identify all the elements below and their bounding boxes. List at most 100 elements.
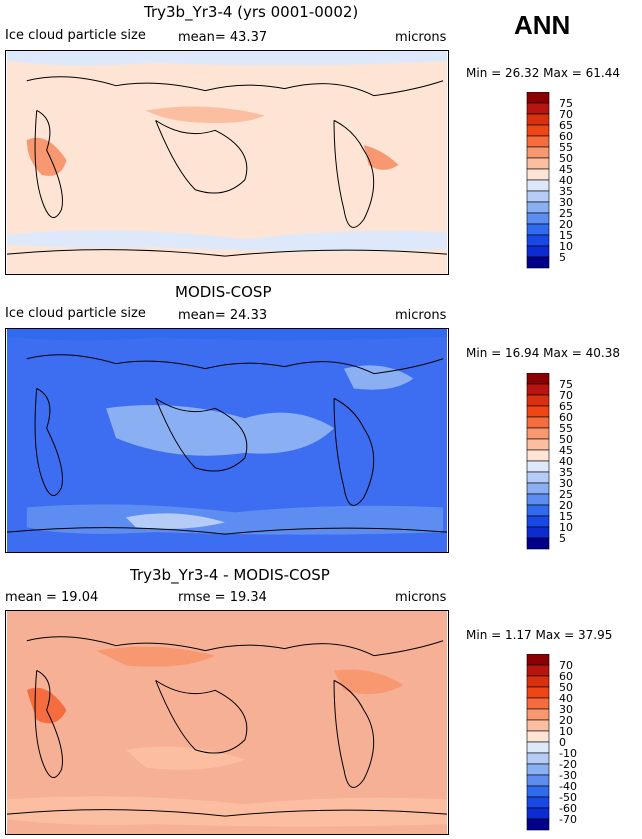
colorbar-swatch (526, 774, 550, 787)
low-value-region (6, 329, 448, 341)
units-label: microns (395, 30, 447, 45)
colorbar-label: 15 (559, 510, 573, 523)
colorbar-label: 60 (559, 411, 573, 424)
colorbar-swatch (526, 201, 550, 214)
colorbar-label: 50 (559, 433, 573, 446)
low-value-region (6, 230, 448, 252)
colorbar-label: 65 (559, 119, 573, 132)
colorbar-swatch (526, 504, 550, 517)
colorbar-label: 10 (559, 725, 573, 738)
mid-value-region (26, 504, 444, 535)
colorbar-swatch (526, 449, 550, 462)
mean-label: mean= 43.37 (178, 30, 268, 45)
colorbar-label: -10 (559, 747, 577, 760)
variable-label: Ice cloud particle size (5, 28, 146, 43)
colorbar-swatch (526, 135, 550, 148)
mean-label: mean = 19.04 (5, 590, 99, 605)
colorbar-swatch (526, 212, 550, 225)
colorbar-label: 10 (559, 240, 573, 253)
colorbar-swatch (526, 515, 550, 528)
coastline (6, 76, 448, 257)
colorbar: 75 70 65 60 55 50 45 40 35 30 25 20 15 1… (526, 373, 573, 550)
colorbar-swatch (526, 796, 550, 809)
colorbar-label: 55 (559, 141, 573, 154)
colorbar-label: 20 (559, 218, 573, 231)
season-label: ANN (514, 10, 571, 40)
coastline (6, 636, 448, 817)
high-value-region (363, 145, 399, 170)
colorbar-label: -30 (559, 769, 577, 782)
colorbar-label: -60 (559, 802, 577, 815)
colorbar-swatch (526, 179, 550, 192)
colorbar-label: 25 (559, 207, 573, 220)
mid-value-region (106, 404, 335, 456)
colorbar-swatch (526, 654, 550, 666)
colorbar-swatch (526, 383, 550, 396)
colorbar-label: 70 (559, 659, 573, 672)
colorbar-swatch (526, 730, 550, 743)
colorbar-label: 10 (559, 521, 573, 534)
colorbar-label: -70 (559, 813, 577, 826)
units-label: microns (395, 308, 447, 323)
colorbar-swatch (526, 708, 550, 721)
colorbar-label: 35 (559, 185, 573, 198)
colorbar-label: 0 (559, 736, 566, 749)
colorbar-swatch (526, 245, 550, 258)
colorbar-label: -20 (559, 758, 577, 771)
colorbar-swatch (526, 102, 550, 115)
colorbar-label: 65 (559, 400, 573, 413)
colorbar-swatch (526, 190, 550, 203)
colorbar-label: 35 (559, 466, 573, 479)
colorbar-label: 50 (559, 152, 573, 165)
colorbar-swatch (526, 394, 550, 407)
colorbar-label: 20 (559, 499, 573, 512)
low-value-region (125, 513, 226, 529)
colorbar-label: 30 (559, 196, 573, 209)
high-value-region (145, 106, 265, 124)
colorbar-label: -50 (559, 791, 577, 804)
variable-label: Ice cloud particle size (5, 306, 146, 321)
colorbar-label: 60 (559, 130, 573, 143)
colorbar-swatch (526, 234, 550, 247)
contour-map (5, 50, 449, 275)
colorbar-swatch (526, 146, 550, 159)
colorbar-swatch (526, 256, 550, 269)
colorbar-label: 20 (559, 714, 573, 727)
colorbar-label: 50 (559, 681, 573, 694)
colorbar-swatch (526, 686, 550, 699)
colorbar-swatch (526, 168, 550, 181)
colorbar: 75 70 65 60 55 50 45 40 35 30 25 20 15 1… (526, 92, 573, 269)
colorbar-swatch (526, 427, 550, 440)
colorbar-label: 75 (559, 97, 573, 110)
colorbar-swatch (526, 785, 550, 798)
colorbar-swatch (526, 664, 550, 677)
low-value-region (6, 796, 448, 827)
colorbar-swatch (526, 471, 550, 484)
min-max-label: Min = 26.32 Max = 61.44 (466, 66, 620, 80)
min-max-label: Min = 1.17 Max = 37.95 (466, 628, 613, 642)
colorbar-label: 60 (559, 670, 573, 683)
mean-label: mean= 24.33 (178, 308, 268, 323)
colorbar-swatch (526, 818, 550, 831)
min-max-label: Min = 16.94 Max = 40.38 (466, 346, 620, 360)
colorbar-swatch (526, 763, 550, 776)
colorbar-label: 55 (559, 422, 573, 435)
coastline (6, 354, 448, 535)
colorbar-label: 5 (559, 251, 566, 264)
colorbar-label: 30 (559, 477, 573, 490)
colorbar-swatch (526, 741, 550, 754)
colorbar-label: 70 (559, 108, 573, 121)
colorbar-swatch (526, 493, 550, 506)
colorbar-swatch (526, 405, 550, 418)
low-value-region (6, 51, 448, 66)
panel-title: MODIS-COSP (175, 283, 272, 301)
units-label: microns (395, 590, 447, 605)
colorbar-swatch (526, 124, 550, 137)
colorbar-swatch (526, 438, 550, 451)
colorbar-label: 25 (559, 488, 573, 501)
colorbar-label: 75 (559, 378, 573, 391)
colorbar-swatch (526, 460, 550, 473)
colorbar-swatch (526, 752, 550, 765)
high-value-region (334, 669, 404, 695)
colorbar-label: 40 (559, 174, 573, 187)
